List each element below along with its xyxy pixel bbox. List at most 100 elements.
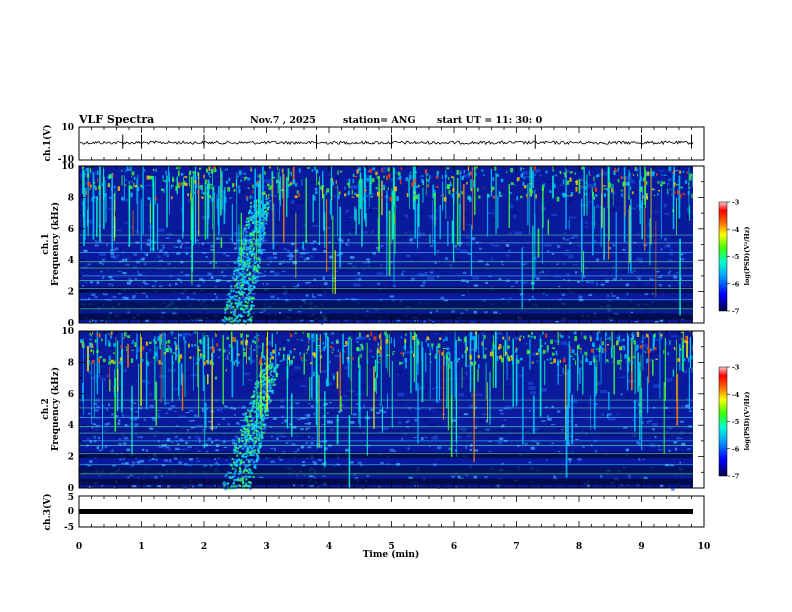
chorus-emission bbox=[261, 435, 264, 438]
high-freq-emission bbox=[624, 354, 628, 359]
hiss-emission bbox=[313, 476, 316, 480]
hiss-emission bbox=[114, 247, 119, 250]
spectrogram-texture bbox=[434, 209, 438, 212]
hiss-emission bbox=[302, 248, 306, 251]
high-freq-emission bbox=[668, 166, 672, 172]
ch1-waveform-panel: 10 -10 ch.1(V) bbox=[42, 123, 705, 165]
chorus-emission bbox=[249, 205, 252, 208]
high-freq-emission bbox=[203, 361, 206, 366]
high-freq-emission bbox=[87, 194, 89, 197]
hiss-emission bbox=[304, 423, 309, 425]
chorus-emission bbox=[250, 401, 253, 404]
hiss-emission bbox=[126, 281, 131, 285]
spectrogram-texture bbox=[137, 425, 146, 430]
chorus-emission bbox=[247, 217, 250, 220]
spectrogram-texture bbox=[571, 214, 576, 217]
hiss-emission bbox=[173, 246, 177, 248]
chorus-emission bbox=[248, 260, 251, 263]
spectrogram-texture bbox=[669, 177, 673, 181]
spectrogram-texture bbox=[129, 331, 136, 334]
spectrogram-texture bbox=[427, 276, 435, 281]
spectrogram-texture bbox=[119, 238, 127, 242]
high-freq-emission bbox=[181, 182, 183, 186]
high-freq-emission bbox=[563, 193, 566, 198]
high-freq-emission bbox=[470, 171, 473, 176]
chorus-emission bbox=[249, 211, 252, 214]
spectrogram-texture bbox=[310, 182, 317, 184]
spectrogram-texture bbox=[289, 376, 295, 379]
spectrogram-texture bbox=[264, 179, 271, 183]
high-freq-emission bbox=[131, 171, 135, 176]
hiss-emission bbox=[345, 448, 350, 452]
high-freq-emission bbox=[414, 332, 418, 338]
dark-freq-band bbox=[79, 451, 693, 459]
chorus-emission bbox=[235, 284, 238, 287]
high-freq-emission bbox=[157, 354, 159, 356]
hiss-emission bbox=[215, 296, 218, 299]
chorus-emission bbox=[243, 272, 246, 275]
high-freq-emission bbox=[383, 175, 385, 179]
hiss-emission bbox=[582, 275, 586, 279]
hiss-emission bbox=[150, 248, 154, 250]
high-freq-emission bbox=[85, 190, 87, 195]
high-freq-emission bbox=[579, 348, 582, 350]
hiss-emission bbox=[558, 450, 561, 453]
high-freq-emission bbox=[404, 339, 407, 343]
chorus-emission bbox=[241, 250, 244, 253]
hiss-emission bbox=[291, 443, 296, 446]
spectrogram-texture bbox=[216, 348, 222, 351]
chorus-emission bbox=[229, 303, 232, 306]
spectrogram-texture bbox=[88, 427, 96, 431]
chorus-emission bbox=[261, 227, 264, 230]
chorus-emission bbox=[235, 275, 238, 278]
high-freq-emission bbox=[178, 334, 182, 336]
chorus-emission bbox=[237, 321, 240, 324]
spectrogram-texture bbox=[191, 373, 200, 377]
chorus-emission bbox=[260, 249, 263, 252]
high-freq-emission bbox=[444, 174, 448, 178]
high-freq-emission bbox=[198, 167, 202, 170]
chorus-emission bbox=[272, 363, 275, 366]
spectrogram-texture bbox=[135, 230, 139, 233]
spectrogram-texture bbox=[572, 410, 578, 415]
chorus-emission bbox=[233, 295, 236, 298]
spectrogram-texture bbox=[671, 235, 676, 239]
high-freq-emission bbox=[343, 345, 347, 347]
hiss-emission bbox=[208, 420, 212, 423]
high-freq-emission bbox=[209, 175, 211, 178]
high-freq-emission bbox=[510, 182, 514, 186]
chorus-emission bbox=[246, 484, 249, 487]
high-freq-emission bbox=[504, 352, 508, 355]
hiss-emission bbox=[558, 285, 561, 288]
hiss-emission bbox=[312, 460, 316, 463]
high-freq-emission bbox=[87, 182, 91, 187]
chorus-emission bbox=[272, 375, 275, 378]
high-freq-emission bbox=[108, 174, 112, 179]
chorus-emission bbox=[226, 301, 229, 304]
hiss-emission bbox=[586, 280, 589, 283]
high-freq-emission bbox=[549, 190, 552, 194]
high-freq-emission bbox=[264, 357, 266, 361]
high-freq-emission bbox=[523, 335, 525, 339]
high-freq-emission bbox=[324, 332, 328, 336]
spectrogram-texture bbox=[156, 413, 161, 416]
spectrogram-texture bbox=[536, 360, 539, 363]
chorus-emission bbox=[241, 277, 244, 280]
high-freq-emission bbox=[500, 178, 504, 183]
high-freq-emission bbox=[146, 361, 150, 367]
chorus-emission bbox=[264, 423, 267, 426]
chorus-emission bbox=[253, 424, 256, 427]
high-freq-emission bbox=[253, 349, 256, 351]
high-freq-emission bbox=[199, 339, 202, 343]
chorus-emission bbox=[254, 449, 257, 452]
hiss-emission bbox=[207, 272, 212, 276]
high-freq-emission bbox=[205, 168, 209, 173]
spectrogram-texture bbox=[95, 379, 98, 383]
spectrogram-texture bbox=[347, 232, 352, 235]
spectrogram-texture bbox=[343, 395, 348, 397]
chorus-emission bbox=[249, 298, 252, 301]
spectrogram-texture bbox=[310, 255, 314, 258]
high-freq-emission bbox=[566, 170, 570, 172]
chorus-emission bbox=[254, 243, 257, 246]
spectrogram-texture bbox=[390, 419, 396, 422]
